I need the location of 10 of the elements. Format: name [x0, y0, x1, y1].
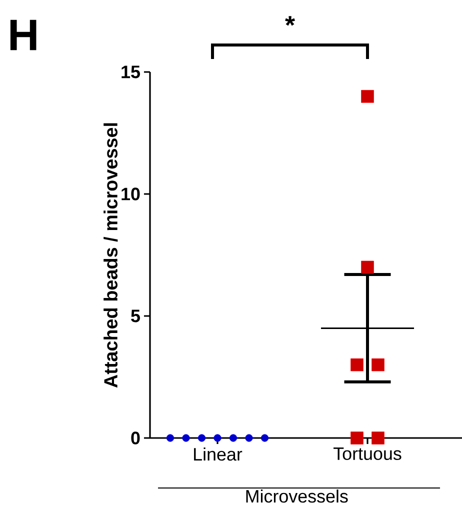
y-tick-label: 0 [131, 432, 140, 444]
x-tick-label: Linear [194, 448, 242, 461]
y-tick-label: 15 [122, 66, 140, 78]
text: * [285, 16, 296, 26]
y-tick-label: 10 [122, 188, 140, 200]
chart-title: H [10, 20, 36, 50]
y-axis-title: Attached beads / microvessel [104, 123, 118, 388]
x-axis-title: Microvessels [246, 490, 348, 503]
y-tick-label: 5 [131, 310, 140, 322]
x-tick-label: Tortuous [334, 448, 402, 460]
